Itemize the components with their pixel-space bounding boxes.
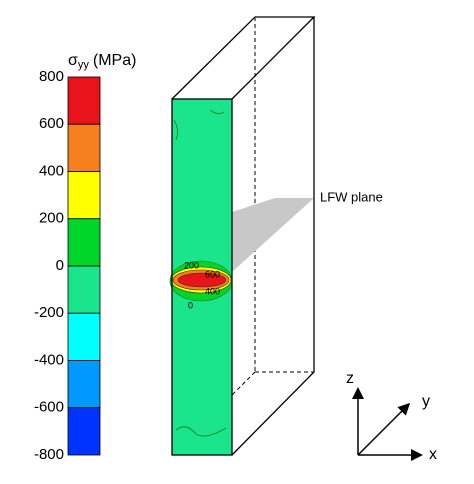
color-band (67, 407, 101, 456)
axis-label: x (429, 446, 437, 463)
tick-label: -200 (34, 304, 64, 321)
color-band (67, 360, 101, 409)
color-band (67, 312, 101, 361)
unit: (MPa) (93, 52, 137, 69)
color-band (67, 265, 101, 314)
color-band (67, 218, 101, 267)
tick-label: 800 (39, 68, 64, 85)
tick-label: -800 (34, 446, 64, 463)
axis-label: z (346, 370, 354, 387)
tick-label: 200 (39, 210, 64, 227)
tick-label: 0 (56, 257, 64, 274)
axes-triad (352, 387, 423, 461)
axis-label: y (422, 393, 430, 410)
color-band (67, 171, 101, 220)
lfw-plane (232, 198, 314, 272)
tick-label: 600 (39, 115, 64, 132)
contour-label: 0 (188, 300, 193, 310)
tick-label: -400 (34, 351, 64, 368)
contour-label: 600 (205, 269, 220, 279)
contour-edge (173, 109, 227, 437)
colorbar: 800 600 400 200 0 -200 -400 -600 -800 (34, 68, 101, 463)
contour-600 (177, 272, 227, 288)
tick-label: -600 (34, 399, 64, 416)
subscript: yy (78, 59, 90, 71)
color-band (67, 123, 101, 172)
colorbar-title: σyy (MPa) (68, 52, 136, 71)
tick-label: 400 (39, 162, 64, 179)
contour-label: 200 (184, 260, 199, 270)
box-edges (171, 16, 316, 456)
symbol: σ (68, 52, 78, 69)
plane-label: LFW plane (320, 189, 383, 204)
color-band (67, 76, 101, 125)
contour-label: 400 (205, 286, 220, 296)
